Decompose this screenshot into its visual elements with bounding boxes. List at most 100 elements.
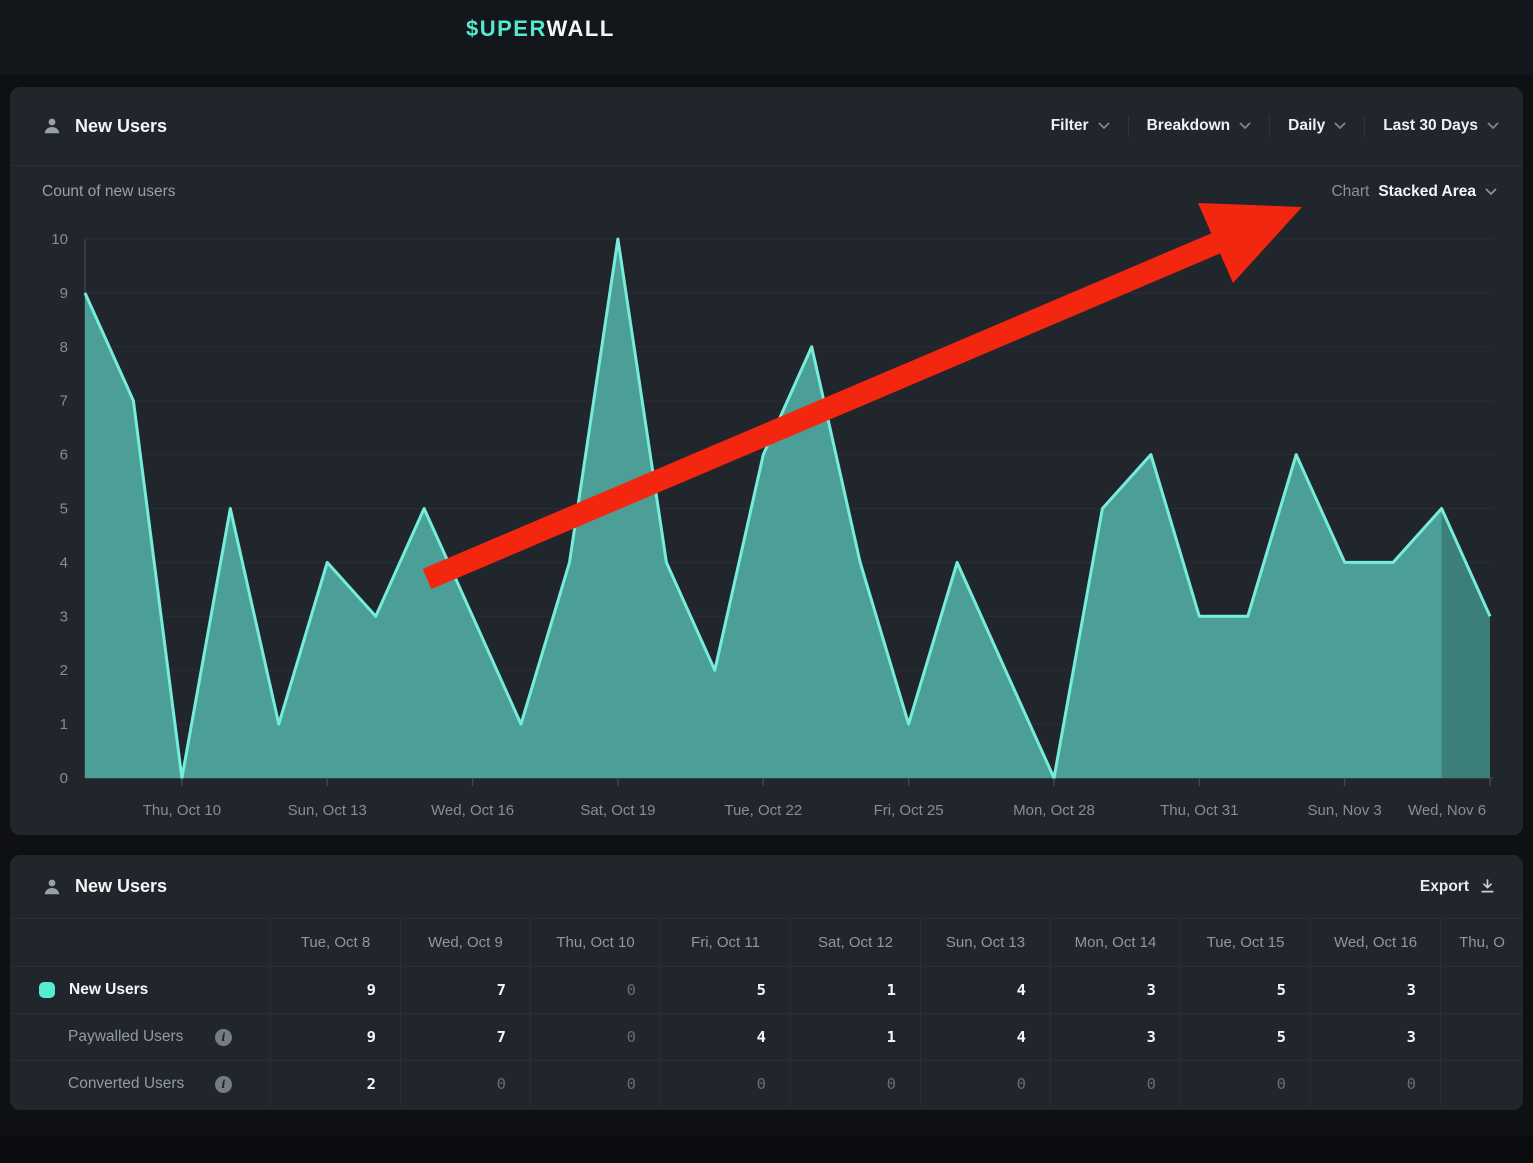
x-axis-label: Wed, Oct 16 <box>431 802 514 819</box>
row-label: Converted Users <box>68 1075 184 1093</box>
logo-suffix: WALL <box>546 16 614 41</box>
table-cell <box>1440 1014 1523 1060</box>
table-corner-cell <box>10 919 270 966</box>
export-label: Export <box>1420 878 1469 896</box>
info-icon[interactable]: i <box>215 1029 232 1046</box>
cell-value: 0 <box>627 1075 636 1093</box>
y-axis-label: 4 <box>60 554 68 571</box>
info-icon[interactable]: i <box>215 1076 232 1093</box>
new-users-chart-panel: New Users Filter Breakdown Daily Last 30… <box>10 87 1523 835</box>
row-label-cell: New Users <box>10 967 270 1013</box>
y-axis-label: 0 <box>60 770 68 787</box>
x-axis-label: Tue, Oct 22 <box>724 802 802 819</box>
table-cell: 0 <box>1050 1061 1180 1107</box>
x-axis-label: Thu, Oct 10 <box>143 802 221 819</box>
chevron-down-icon <box>1485 188 1497 196</box>
table-cell: 0 <box>530 967 660 1013</box>
table-cell: 3 <box>1050 1014 1180 1060</box>
table-cell: 5 <box>1180 1014 1310 1060</box>
table-cell: 3 <box>1050 967 1180 1013</box>
cell-value: 4 <box>1017 1028 1026 1046</box>
table-cell: 2 <box>270 1061 400 1107</box>
cell-value: 0 <box>1017 1075 1026 1093</box>
table-cell: 0 <box>530 1014 660 1060</box>
superwall-logo[interactable]: $UPERWALL <box>466 16 615 42</box>
cell-value: 0 <box>1277 1075 1286 1093</box>
y-axis-label: 7 <box>60 393 68 410</box>
x-axis-label: Mon, Oct 28 <box>1013 802 1095 819</box>
cell-value: 0 <box>1147 1075 1156 1093</box>
area-fill-incomplete <box>1442 509 1490 779</box>
table-cell: 5 <box>1180 967 1310 1013</box>
cell-value: 0 <box>887 1075 896 1093</box>
column-header: Thu, Oct 10 <box>530 919 660 966</box>
chart-type-key: Chart <box>1331 183 1369 201</box>
cell-value: 3 <box>1147 1028 1156 1046</box>
cell-value: 1 <box>887 1028 896 1046</box>
cell-value: 0 <box>627 1028 636 1046</box>
cell-value: 2 <box>367 1075 376 1093</box>
y-axis-label: 10 <box>51 231 68 248</box>
person-icon <box>42 877 62 897</box>
cell-value: 5 <box>1277 1028 1286 1046</box>
cell-value: 5 <box>1277 981 1286 999</box>
x-axis-label: Sun, Oct 13 <box>288 802 367 819</box>
column-header: Thu, O <box>1440 919 1523 966</box>
chart-subtitle: Count of new users <box>42 183 176 201</box>
cell-value: 3 <box>1407 1028 1416 1046</box>
y-axis-label: 9 <box>60 285 68 302</box>
x-axis-label: Sat, Oct 19 <box>580 802 655 819</box>
table-cell: 0 <box>1180 1061 1310 1107</box>
cell-value: 9 <box>367 981 376 999</box>
cell-value: 7 <box>497 981 506 999</box>
row-label: Paywalled Users <box>68 1028 183 1046</box>
table-panel-title: New Users <box>75 876 167 897</box>
table-row: New Users970514353 <box>10 966 1523 1013</box>
table-cell <box>1440 967 1523 1013</box>
y-axis-label: 5 <box>60 501 68 518</box>
download-icon <box>1480 879 1495 894</box>
column-header: Wed, Oct 9 <box>400 919 530 966</box>
column-header: Sat, Oct 12 <box>790 919 920 966</box>
table-cell: 4 <box>920 1014 1050 1060</box>
table-cell: 0 <box>1310 1061 1440 1107</box>
table-cell: 1 <box>790 967 920 1013</box>
row-label-cell: Paywalled Users i <box>10 1014 270 1060</box>
export-button[interactable]: Export <box>1420 878 1499 896</box>
table-cell: 0 <box>400 1061 530 1107</box>
row-label: New Users <box>69 981 148 999</box>
cell-value: 0 <box>497 1075 506 1093</box>
cell-value: 0 <box>627 981 636 999</box>
y-axis-label: 6 <box>60 447 68 464</box>
table-cell: 9 <box>270 967 400 1013</box>
table-cell: 0 <box>790 1061 920 1107</box>
cell-value: 3 <box>1147 981 1156 999</box>
table-cell: 4 <box>660 1014 790 1060</box>
cell-value: 3 <box>1407 981 1416 999</box>
data-table: Tue, Oct 8Wed, Oct 9Thu, Oct 10Fri, Oct … <box>10 918 1523 1107</box>
table-panel-header: New Users Export <box>10 855 1523 918</box>
column-header: Tue, Oct 15 <box>1180 919 1310 966</box>
column-header: Tue, Oct 8 <box>270 919 400 966</box>
column-header: Fri, Oct 11 <box>660 919 790 966</box>
table-cell: 7 <box>400 967 530 1013</box>
column-header: Wed, Oct 16 <box>1310 919 1440 966</box>
row-label-cell: Converted Users i <box>10 1061 270 1107</box>
table-row: Converted Users i 2 0 0 0 0 0 0 0 0 <box>10 1060 1523 1107</box>
chart-type-dropdown[interactable]: Chart Stacked Area <box>1331 183 1497 201</box>
chart-type-value: Stacked Area <box>1378 183 1476 201</box>
y-axis-label: 3 <box>60 608 68 625</box>
table-cell: 3 <box>1310 967 1440 1013</box>
table-cell: 0 <box>920 1061 1050 1107</box>
table-cell: 5 <box>660 967 790 1013</box>
table-cell: 9 <box>270 1014 400 1060</box>
cell-value: 4 <box>757 1028 766 1046</box>
x-axis-label: Thu, Oct 31 <box>1160 802 1238 819</box>
top-navigation-bar: $UPERWALL <box>0 0 1533 75</box>
bottom-strip <box>0 1135 1533 1163</box>
cell-value: 0 <box>757 1075 766 1093</box>
series-color-swatch <box>39 982 55 998</box>
table-cell <box>1440 1061 1523 1107</box>
x-axis-label: Fri, Oct 25 <box>874 802 944 819</box>
table-cell: 3 <box>1310 1014 1440 1060</box>
